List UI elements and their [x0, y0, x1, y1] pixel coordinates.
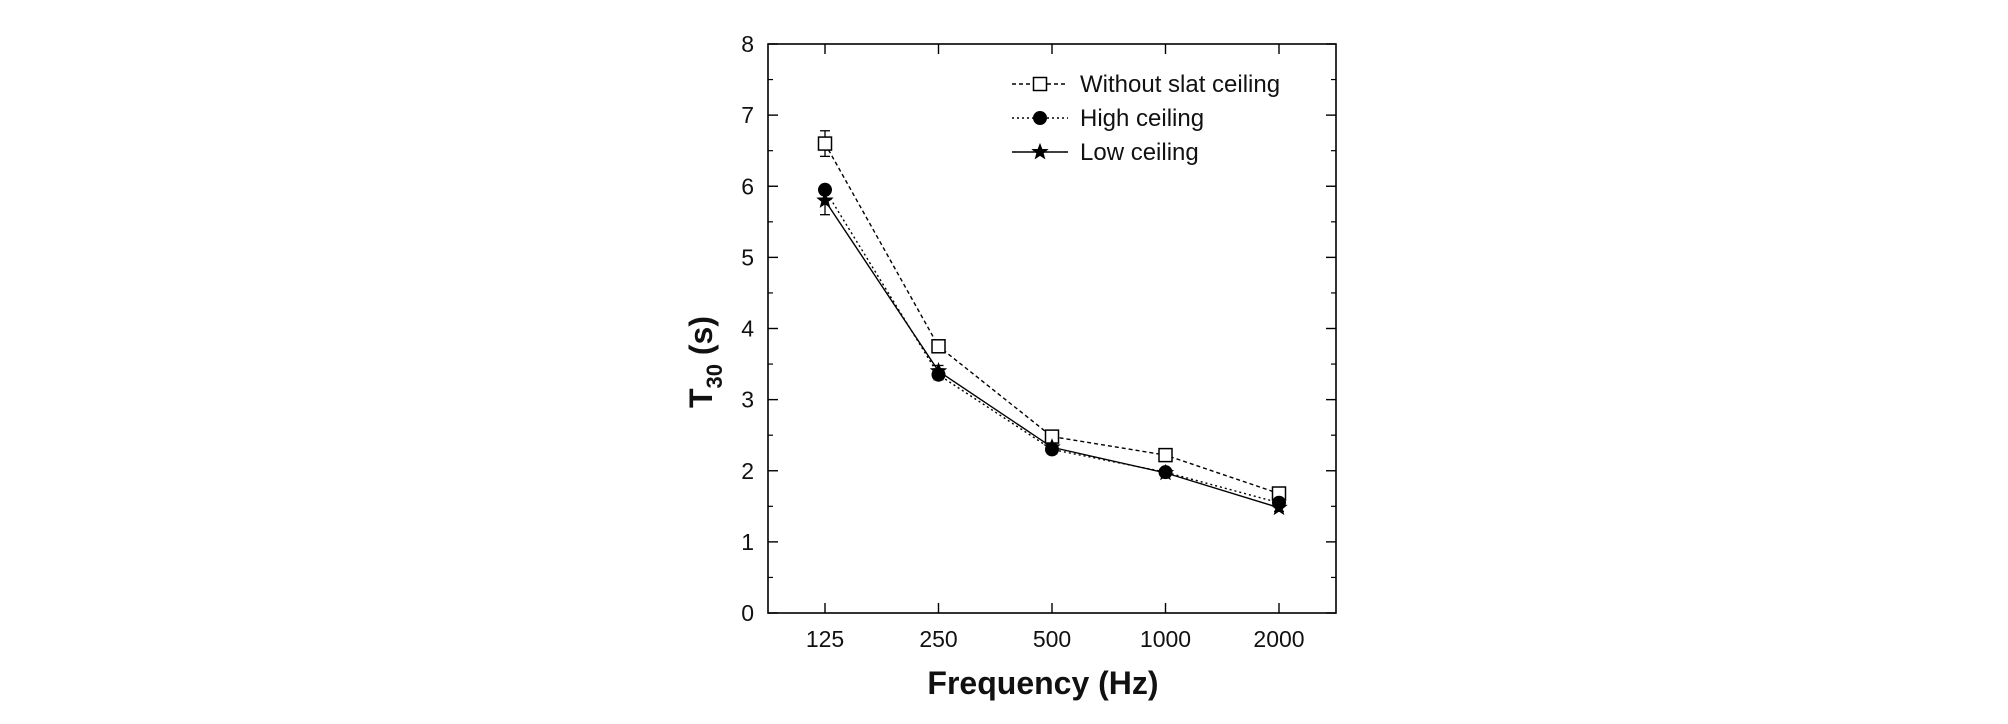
x-axis: 125 250 500 1000 2000	[806, 44, 1305, 652]
data-point	[1270, 498, 1288, 516]
data-point	[1158, 447, 1173, 463]
x-tick-label: 500	[1033, 626, 1071, 652]
legend: Without slat ceiling High ceiling Low ceil…	[1012, 71, 1280, 166]
x-tick-label: 125	[806, 626, 844, 652]
series-line	[824, 200, 1280, 509]
legend-item: High ceiling	[1012, 105, 1204, 132]
legend-item: Low ceiling	[1012, 139, 1199, 166]
y-tick-label: 3	[741, 387, 754, 413]
plot-area	[767, 43, 1337, 614]
y-axis-title-space	[683, 355, 719, 364]
y-axis-title: T30 (s)	[683, 316, 727, 408]
y-axis-title-subscript: 30	[702, 364, 727, 388]
x-axis-title: Frequency (Hz)	[927, 665, 1158, 701]
y-axis-title-main: T	[683, 388, 719, 408]
y-tick-label: 8	[741, 31, 754, 57]
series-line	[824, 143, 1280, 495]
series-layer	[816, 130, 1288, 516]
data-point	[817, 136, 833, 151]
y-tick-label: 6	[741, 173, 754, 199]
plot-frame	[767, 43, 1337, 614]
series-filled-circle	[818, 182, 1286, 510]
y-tick-label: 0	[741, 600, 754, 626]
x-tick-label: 2000	[1253, 626, 1304, 652]
legend-item: Without slat ceiling	[1012, 71, 1280, 98]
data-point	[929, 362, 948, 379]
y-tick-label: 4	[741, 316, 754, 342]
y-tick-label: 2	[741, 458, 754, 484]
x-tick-label: 250	[919, 626, 957, 652]
y-axis-title-unit: (s)	[683, 316, 719, 355]
legend-label: Without slat ceiling	[1080, 71, 1280, 98]
legend-marker	[1033, 111, 1047, 125]
y-tick-label: 1	[741, 529, 754, 555]
legend-label: Low ceiling	[1080, 139, 1199, 166]
legend-label: High ceiling	[1080, 105, 1204, 132]
y-tick-label: 7	[741, 102, 754, 128]
legend-marker	[1032, 76, 1048, 92]
y-axis: 0 1 2 3 4 5 6 7 8	[741, 31, 1336, 626]
data-point	[816, 191, 834, 208]
legend-marker	[1031, 142, 1049, 160]
data-point	[1043, 438, 1061, 455]
data-point	[931, 339, 946, 354]
series-filled-star	[816, 185, 1288, 516]
y-tick-label: 5	[741, 244, 754, 270]
x-tick-label: 1000	[1140, 626, 1191, 652]
data-point	[1156, 463, 1175, 481]
